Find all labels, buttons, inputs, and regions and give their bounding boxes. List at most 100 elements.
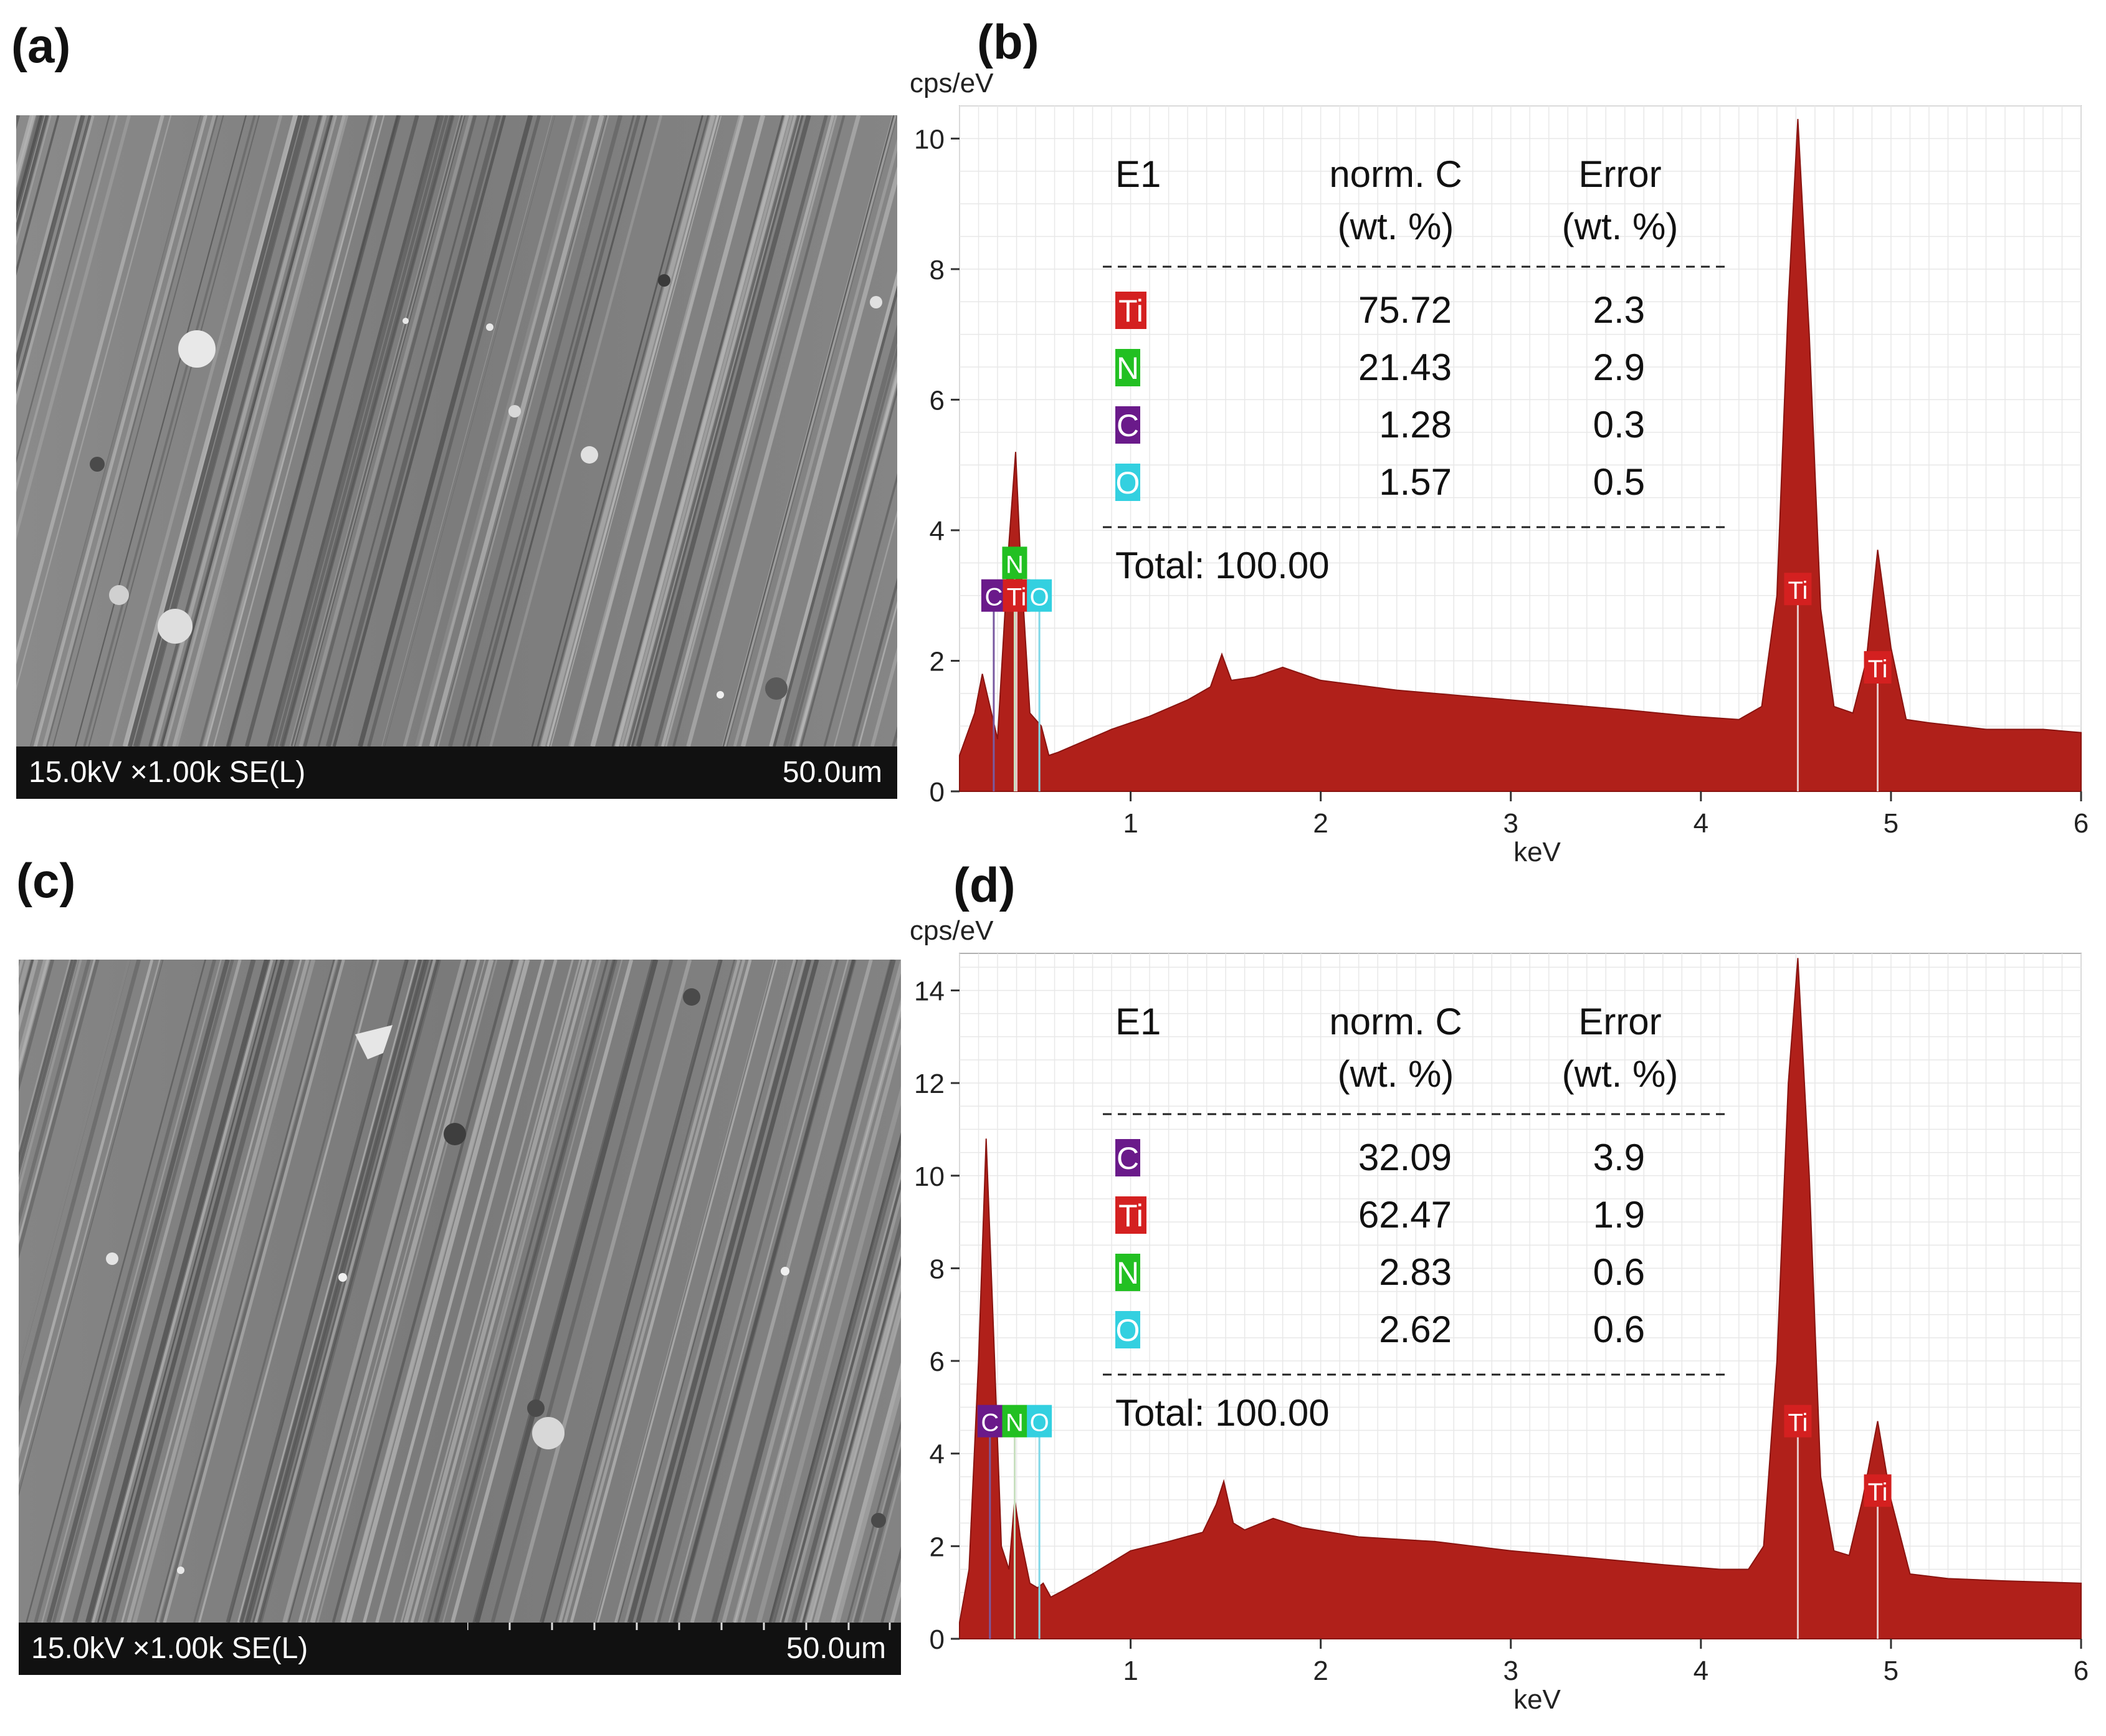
table-row: N 21.43 2.9 bbox=[1115, 346, 1645, 388]
peak-label-n: N bbox=[1002, 546, 1027, 579]
svg-text:Ti: Ti bbox=[1868, 1479, 1888, 1506]
y-tick-label: 0 bbox=[930, 777, 945, 808]
y-tick-label: 4 bbox=[930, 1439, 945, 1470]
error-value: 3.9 bbox=[1593, 1137, 1645, 1178]
table-header: (wt. %) bbox=[1338, 206, 1454, 247]
table-total: Total: 100.00 bbox=[1115, 1392, 1330, 1434]
panel-label-a: (a) bbox=[11, 18, 71, 73]
norm-c-value: 75.72 bbox=[1358, 289, 1452, 331]
x-tick-label: 6 bbox=[2074, 1656, 2089, 1686]
y-axis-label: cps/eV bbox=[910, 915, 994, 946]
x-tick-label: 6 bbox=[2074, 808, 2089, 839]
error-value: 0.5 bbox=[1593, 461, 1645, 503]
element-symbol: N bbox=[1117, 1256, 1139, 1290]
error-value: 2.3 bbox=[1593, 289, 1645, 331]
composition-table: E1 norm. C (wt. %) Error (wt. %) Ti 75.72 2.3 N 2… bbox=[1103, 153, 1726, 586]
sem-scale-label-a: 50.0um bbox=[782, 756, 882, 789]
element-symbol: C bbox=[1117, 408, 1139, 443]
y-tick-label: 10 bbox=[914, 124, 945, 155]
y-tick-label: 2 bbox=[930, 646, 945, 677]
table-header: Error bbox=[1578, 153, 1661, 195]
sem-scale-label-c: 50.0um bbox=[786, 1632, 886, 1665]
peak-label-ti: Ti bbox=[1784, 573, 1812, 606]
sem-surface-c bbox=[19, 960, 901, 1623]
grid bbox=[959, 953, 2082, 1639]
sem-params-a: 15.0kV ×1.00k SE(L) bbox=[29, 756, 306, 789]
norm-c-value: 1.28 bbox=[1379, 404, 1452, 446]
table-title: E1 bbox=[1115, 1001, 1161, 1042]
table-row: Ti 62.47 1.9 bbox=[1115, 1194, 1645, 1236]
peak-label-c: C bbox=[977, 1405, 1003, 1438]
y-tick-label: 6 bbox=[930, 1347, 945, 1377]
x-tick-label: 1 bbox=[1123, 1656, 1138, 1686]
table-row: C 32.09 3.9 bbox=[1115, 1137, 1645, 1178]
x-tick-label: 3 bbox=[1503, 1656, 1518, 1686]
error-value: 1.9 bbox=[1593, 1194, 1645, 1236]
element-symbol: O bbox=[1116, 1313, 1140, 1348]
x-tick-label: 5 bbox=[1884, 808, 1899, 839]
norm-c-value: 2.62 bbox=[1379, 1309, 1452, 1350]
sem-surface-a bbox=[16, 115, 897, 746]
y-tick-label: 6 bbox=[930, 385, 945, 416]
sem-params-c: 15.0kV ×1.00k SE(L) bbox=[31, 1632, 308, 1665]
element-symbol: N bbox=[1117, 351, 1139, 386]
y-tick-label: 12 bbox=[914, 1069, 945, 1099]
table-header: Error bbox=[1578, 1001, 1661, 1042]
norm-c-value: 1.57 bbox=[1379, 461, 1452, 503]
element-symbol: C bbox=[1117, 1141, 1139, 1176]
table-header: norm. C bbox=[1329, 153, 1462, 195]
particles-c bbox=[106, 988, 886, 1574]
groove-lines-a bbox=[16, 115, 897, 746]
groove-lines-c bbox=[19, 960, 901, 1623]
composition-table: E1 norm. C (wt. %) Error (wt. %) C 32.09 3.9 Ti 6… bbox=[1103, 1001, 1726, 1434]
svg-text:O: O bbox=[1030, 584, 1049, 611]
y-tick-label: 8 bbox=[930, 1254, 945, 1284]
sem-image-c: 15.0kV ×1.00k SE(L) 50.0um bbox=[19, 960, 901, 1675]
element-symbol: Ti bbox=[1118, 1198, 1143, 1233]
svg-text:N: N bbox=[1006, 551, 1024, 578]
peak-label-o: O bbox=[1027, 579, 1052, 612]
svg-text:Ti: Ti bbox=[1007, 584, 1027, 611]
plot-area bbox=[959, 953, 2082, 1639]
x-axis-label: keV bbox=[1513, 837, 1561, 867]
table-header: (wt. %) bbox=[1562, 1053, 1679, 1095]
panel-label-c: (c) bbox=[16, 853, 76, 908]
panel-label-d: (d) bbox=[953, 857, 1016, 912]
x-tick-label: 2 bbox=[1313, 1656, 1328, 1686]
spectrum-area bbox=[959, 118, 2082, 792]
svg-text:N: N bbox=[1006, 1409, 1024, 1437]
y-tick-label: 8 bbox=[930, 255, 945, 285]
peak-label-ti: Ti bbox=[1864, 651, 1892, 684]
element-symbol: O bbox=[1116, 465, 1140, 500]
y-tick-label: 4 bbox=[930, 516, 945, 546]
table-total: Total: 100.00 bbox=[1115, 545, 1330, 586]
x-tick-label: 3 bbox=[1503, 808, 1518, 839]
sem-info-bar-c: 15.0kV ×1.00k SE(L) 50.0um bbox=[19, 1623, 901, 1675]
norm-c-value: 32.09 bbox=[1358, 1137, 1452, 1178]
peak-label-c: C bbox=[981, 579, 1006, 612]
x-tick-label: 4 bbox=[1694, 1656, 1708, 1686]
sem-scale-ticks-c bbox=[467, 1623, 891, 1630]
x-tick-label: 2 bbox=[1313, 808, 1328, 839]
norm-c-value: 62.47 bbox=[1358, 1194, 1452, 1236]
x-axis-label: keV bbox=[1513, 1684, 1561, 1715]
error-value: 0.3 bbox=[1593, 404, 1645, 446]
table-header: norm. C bbox=[1329, 1001, 1462, 1042]
element-symbol: Ti bbox=[1118, 293, 1143, 328]
y-tick-label: 0 bbox=[930, 1624, 945, 1655]
plot-area bbox=[959, 105, 2082, 792]
table-header: (wt. %) bbox=[1562, 206, 1679, 247]
peak-label-n: N bbox=[1002, 1405, 1027, 1438]
norm-c-value: 21.43 bbox=[1358, 346, 1452, 388]
sem-image-a: 15.0kV ×1.00k SE(L) 50.0um bbox=[16, 115, 897, 799]
peak-label-o: O bbox=[1027, 1405, 1052, 1438]
svg-text:Ti: Ti bbox=[1788, 577, 1808, 604]
panel-label-b: (b) bbox=[977, 14, 1039, 69]
x-tick-label: 4 bbox=[1694, 808, 1708, 839]
error-value: 0.6 bbox=[1593, 1309, 1645, 1350]
error-value: 0.6 bbox=[1593, 1251, 1645, 1293]
table-row: Ti 75.72 2.3 bbox=[1115, 289, 1645, 331]
y-axis-label: cps/eV bbox=[910, 68, 994, 98]
